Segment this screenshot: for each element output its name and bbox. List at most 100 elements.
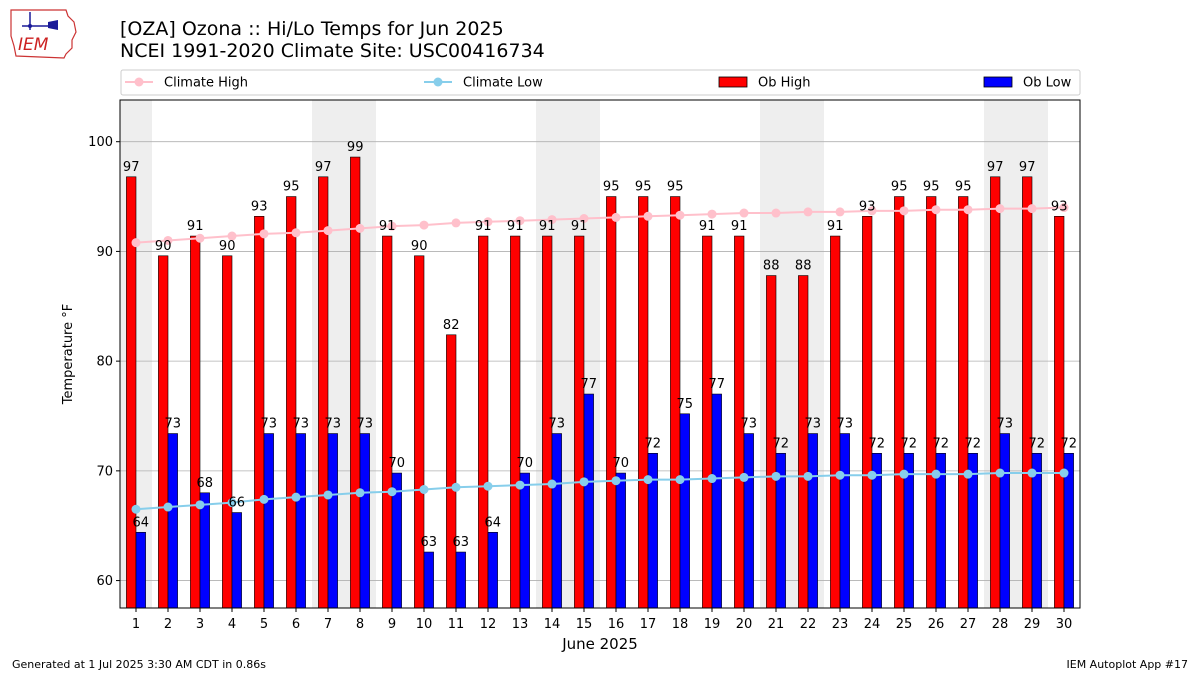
ob-low-label-day-7: 73 xyxy=(325,417,342,432)
climate-high-point-day-14 xyxy=(547,215,557,225)
ob-low-label-day-29: 72 xyxy=(1029,436,1046,451)
ob-low-label-day-2: 73 xyxy=(165,417,182,432)
legend-swatch-ob-high xyxy=(718,76,748,88)
legend-label-ob-high: Ob High xyxy=(758,76,811,91)
ob-high-bar-day-4 xyxy=(222,255,233,609)
ob-low-label-day-13: 70 xyxy=(517,456,534,471)
ob-high-label-day-25: 95 xyxy=(891,180,908,195)
ob-high-label-day-22: 88 xyxy=(795,259,812,274)
x-tick-label-25: 25 xyxy=(896,617,913,632)
ob-low-bar-day-7 xyxy=(327,433,338,609)
logo-vane xyxy=(48,20,58,30)
climate-low-point-day-13 xyxy=(515,480,525,490)
ob-high-bar-day-15 xyxy=(574,235,585,609)
y-tick-label-100: 100 xyxy=(88,135,113,150)
ob-high-bar-day-22 xyxy=(798,275,809,609)
climate-high-point-day-17 xyxy=(643,211,653,221)
climate-high-point-day-26 xyxy=(931,205,941,215)
x-tick-label-5: 5 xyxy=(260,617,268,632)
ob-high-bar-day-10 xyxy=(414,255,425,609)
ob-high-bar-day-30 xyxy=(1054,216,1065,609)
x-tick-label-26: 26 xyxy=(928,617,945,632)
ob-low-label-day-9: 70 xyxy=(389,456,406,471)
logo-dot xyxy=(28,24,32,28)
climate-high-point-day-2 xyxy=(163,235,173,245)
ob-high-bar-day-17 xyxy=(638,196,649,609)
ob-high-label-day-10: 90 xyxy=(411,239,428,254)
ob-low-label-day-12: 64 xyxy=(485,515,502,530)
ob-low-label-day-22: 73 xyxy=(805,417,822,432)
chart-subtitle: NCEI 1991-2020 Climate Site: USC00416734 xyxy=(120,40,545,62)
ob-low-label-day-3: 68 xyxy=(197,476,214,491)
climate-low-point-day-24 xyxy=(867,470,877,480)
climate-low-point-day-6 xyxy=(291,492,301,502)
legend-label-climate-low: Climate Low xyxy=(463,76,543,91)
climate-low-point-day-26 xyxy=(931,469,941,479)
ob-low-bar-day-6 xyxy=(295,433,306,609)
climate-high-point-day-11 xyxy=(451,218,461,228)
ob-low-label-day-23: 73 xyxy=(837,417,854,432)
ob-high-label-day-27: 95 xyxy=(955,180,972,195)
climate-low-point-day-27 xyxy=(963,469,973,479)
ob-low-bar-day-28 xyxy=(999,433,1010,609)
climate-high-point-day-18 xyxy=(675,210,685,220)
ob-high-bar-day-25 xyxy=(894,196,905,609)
climate-low-point-day-8 xyxy=(355,488,365,498)
legend: Climate High Climate Low Ob High Ob Low xyxy=(120,69,1081,96)
ob-high-label-day-28: 97 xyxy=(987,160,1004,175)
climate-low-point-day-9 xyxy=(387,487,397,497)
climate-high-point-day-29 xyxy=(1027,204,1037,214)
x-tick-label-23: 23 xyxy=(832,617,849,632)
app-credit: IEM Autoplot App #17 xyxy=(1066,658,1189,671)
climate-low-point-day-14 xyxy=(547,479,557,489)
ob-low-label-day-6: 73 xyxy=(293,417,310,432)
legend-marker-climate-high xyxy=(134,77,144,87)
ob-high-label-day-5: 93 xyxy=(251,199,268,214)
climate-low-point-day-16 xyxy=(611,476,621,486)
x-tick-label-1: 1 xyxy=(132,617,140,632)
legend-label-ob-low: Ob Low xyxy=(1023,76,1072,91)
climate-low-point-day-18 xyxy=(675,475,685,485)
ob-high-label-day-14: 91 xyxy=(539,219,556,234)
ob-low-label-day-14: 73 xyxy=(549,417,566,432)
x-tick-label-8: 8 xyxy=(356,617,364,632)
ob-high-label-day-24: 93 xyxy=(859,199,876,214)
x-tick-label-7: 7 xyxy=(324,617,332,632)
climate-low-point-day-30 xyxy=(1059,468,1069,478)
ob-high-label-day-21: 88 xyxy=(763,259,780,274)
climate-high-point-day-12 xyxy=(483,217,493,227)
ob-low-label-day-20: 73 xyxy=(741,417,758,432)
ob-low-label-day-17: 72 xyxy=(645,436,662,451)
ob-low-bar-day-22 xyxy=(807,433,818,609)
climate-low-point-day-21 xyxy=(771,471,781,481)
climate-low-point-day-29 xyxy=(1027,468,1037,478)
ob-high-bar-day-5 xyxy=(254,216,265,609)
ob-high-label-day-20: 91 xyxy=(731,219,748,234)
ob-high-bar-day-12 xyxy=(478,235,489,609)
climate-low-point-day-20 xyxy=(739,472,749,482)
legend-marker-climate-low xyxy=(433,77,443,87)
ob-low-label-day-27: 72 xyxy=(965,436,982,451)
climate-high-point-day-21 xyxy=(771,208,781,218)
ob-low-bar-day-3 xyxy=(199,492,210,609)
ob-low-label-day-18: 75 xyxy=(677,397,694,412)
ob-high-label-day-7: 97 xyxy=(315,160,332,175)
ob-high-label-day-13: 91 xyxy=(507,219,524,234)
climate-low-point-day-10 xyxy=(419,485,429,495)
ob-high-bar-day-9 xyxy=(382,235,393,609)
climate-low-point-day-4 xyxy=(227,498,237,508)
ob-high-bar-day-19 xyxy=(702,235,713,609)
x-tick-label-12: 12 xyxy=(480,617,497,632)
ob-low-label-day-1: 64 xyxy=(133,515,150,530)
ob-low-bar-day-14 xyxy=(551,433,562,609)
ob-high-bar-day-16 xyxy=(606,196,617,609)
ob-high-label-day-18: 95 xyxy=(667,180,684,195)
x-tick-label-18: 18 xyxy=(672,617,689,632)
ob-high-label-day-6: 95 xyxy=(283,180,300,195)
x-tick-label-28: 28 xyxy=(992,617,1009,632)
x-tick-label-30: 30 xyxy=(1056,617,1073,632)
ob-high-label-day-4: 90 xyxy=(219,239,236,254)
climate-high-point-day-27 xyxy=(963,205,973,215)
generated-timestamp: Generated at 1 Jul 2025 3:30 AM CDT in 0… xyxy=(12,658,266,671)
